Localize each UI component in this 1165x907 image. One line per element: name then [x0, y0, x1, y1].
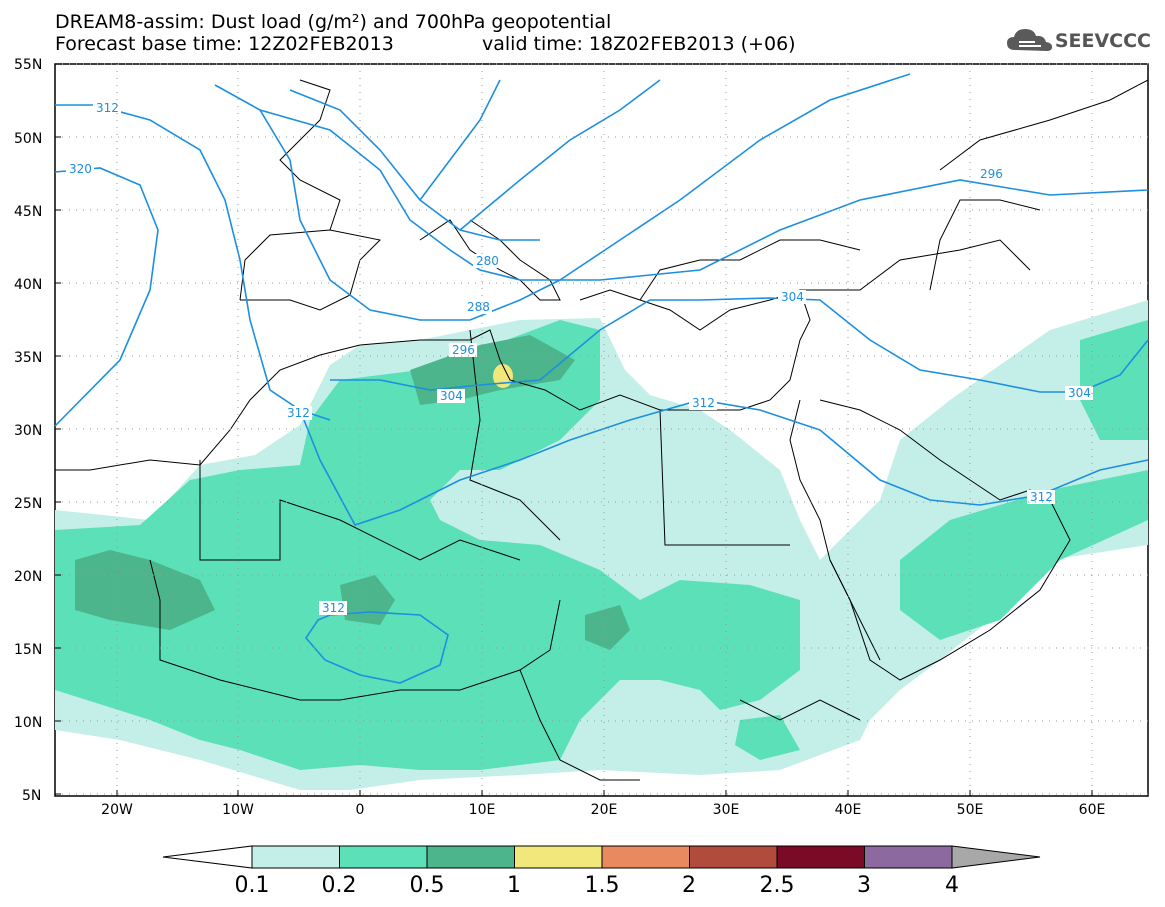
dust-shading — [55, 300, 1148, 790]
forecast-base-time: Forecast base time: 12Z02FEB2013 — [55, 33, 394, 55]
axis-ticks — [55, 63, 1093, 796]
lat-label: 30N — [14, 423, 42, 439]
cloud-icon — [1006, 29, 1052, 51]
lon-label: 20W — [101, 802, 133, 818]
logo-text: SEEVCCC — [1054, 30, 1151, 52]
contour-label: 312 — [96, 101, 119, 115]
coastlines — [55, 79, 1149, 781]
map-title: DREAM8-assim: Dust load (g/m²) and 700hP… — [55, 11, 612, 33]
graticule — [55, 63, 1148, 796]
lon-label: 50E — [957, 802, 984, 818]
colorbar-label: 0.5 — [410, 873, 445, 898]
lat-label: 20N — [14, 569, 42, 585]
lat-label: 45N — [14, 204, 42, 220]
lon-label: 40E — [835, 802, 862, 818]
seevccc-logo: SEEVCCC — [1005, 26, 1151, 56]
valid-time: valid time: 18Z02FEB2013 (+06) — [482, 33, 796, 55]
colorbar-label: 1 — [507, 873, 521, 898]
colorbar-segment — [251, 845, 340, 869]
lon-axis: 20W 10W 0 10E 20E 30E 40E 50E 60E — [101, 802, 1105, 818]
contour-label: 320 — [69, 162, 92, 176]
colorbar-low-arrow — [162, 845, 253, 869]
lat-label: 15N — [14, 642, 42, 658]
colorbar-label: 1.5 — [585, 873, 620, 898]
contour-label: 312 — [1030, 490, 1053, 504]
colorbar-high-arrow — [951, 845, 1041, 869]
contour-label: 296 — [980, 167, 1003, 181]
contour-label: 304 — [1068, 386, 1091, 400]
contour-label: 288 — [467, 300, 490, 314]
colorbar-segment — [864, 845, 953, 869]
lon-label: 10E — [469, 802, 496, 818]
colorbar-segment — [776, 845, 865, 869]
lon-label: 30E — [713, 802, 740, 818]
colorbar-label: 0.1 — [235, 873, 270, 898]
lat-label: 10N — [14, 715, 42, 731]
colorbar-label: 4 — [945, 873, 959, 898]
colorbar-label: 2.5 — [760, 873, 795, 898]
lat-axis: 55N 50N 45N 40N 35N 30N 25N 20N 15N 10N … — [14, 57, 42, 804]
contour-label: 312 — [322, 601, 345, 615]
lon-label: 10W — [222, 802, 254, 818]
contour-label: 280 — [476, 254, 499, 268]
colorbar: 0.1 0.2 0.5 1 1.5 2 2.5 3 4 — [162, 845, 1041, 898]
lat-label: 25N — [14, 496, 42, 512]
contour-label: 312 — [287, 406, 310, 420]
lon-label: 60E — [1079, 802, 1106, 818]
colorbar-segment — [601, 845, 690, 869]
contour-label: 312 — [692, 396, 715, 410]
contour-label: 304 — [781, 290, 804, 304]
colorbar-label: 0.2 — [322, 873, 357, 898]
lon-label: 0 — [356, 802, 365, 818]
contour-labels: 312 320 280 288 296 304 304 312 312 296 … — [66, 101, 1093, 615]
colorbar-segment — [339, 845, 428, 869]
lat-label: 35N — [14, 350, 42, 366]
colorbar-label: 3 — [857, 873, 871, 898]
contour-label: 296 — [452, 343, 475, 357]
lon-label: 20E — [591, 802, 618, 818]
contour-label: 304 — [440, 389, 463, 403]
colorbar-segment — [514, 845, 603, 869]
lat-label: 40N — [14, 277, 42, 293]
colorbar-segment — [426, 845, 515, 869]
colorbar-segment — [689, 845, 778, 869]
lat-label: 50N — [14, 131, 42, 147]
lat-label: 55N — [14, 57, 42, 73]
lat-label: 5N — [22, 788, 41, 804]
colorbar-label: 2 — [682, 873, 696, 898]
